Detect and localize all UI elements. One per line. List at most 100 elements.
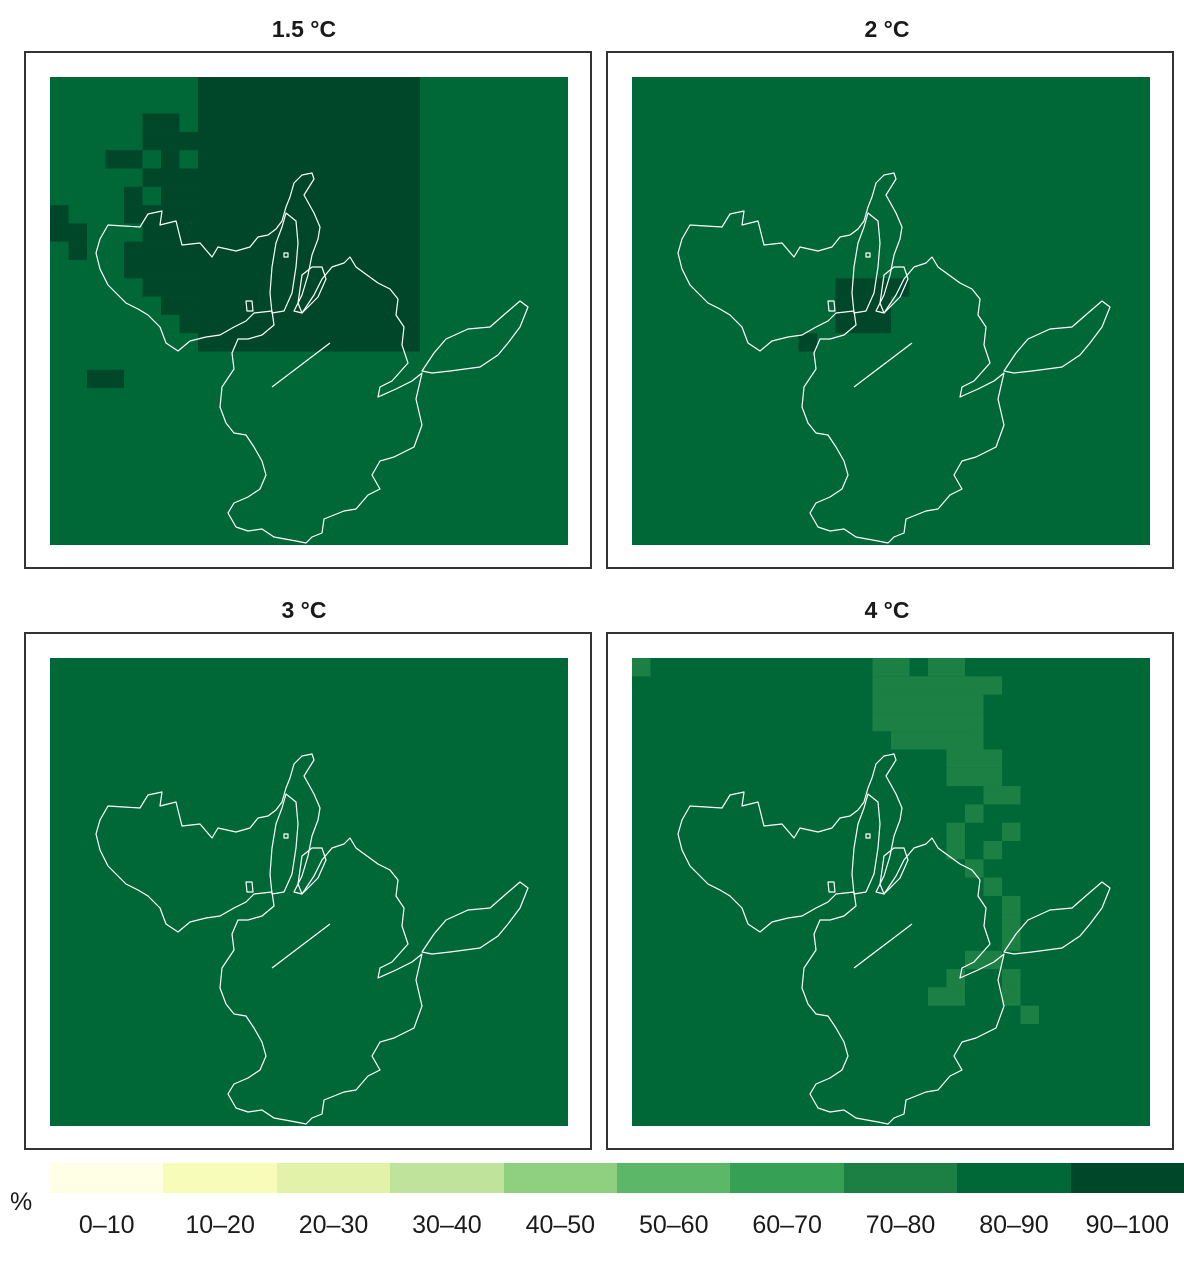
boundary-inner-outline	[879, 266, 909, 314]
boundary-east-outline	[1003, 881, 1111, 955]
map-svg	[50, 77, 568, 545]
boundary-east-outline	[1003, 300, 1111, 374]
grid-cell	[835, 278, 910, 297]
grid-cell	[124, 260, 198, 279]
boundary-outline	[677, 172, 1005, 544]
grid-cell	[983, 786, 1002, 805]
legend-swatch	[503, 1163, 618, 1193]
grid-cell	[142, 113, 180, 132]
boundary-enclave-outline	[283, 252, 289, 258]
legend-swatch	[163, 1163, 277, 1193]
grid-cell	[179, 314, 198, 334]
grid-cell	[124, 205, 180, 224]
grid-cell	[1002, 969, 1021, 988]
legend-label: 40–50	[525, 1211, 596, 1239]
boundary-enclave-outline	[245, 881, 254, 893]
grid-cell	[946, 767, 984, 787]
legend-label: 20–30	[298, 1211, 369, 1239]
boundary-inner-outline	[851, 793, 881, 895]
grid-cell	[965, 950, 1002, 970]
legend-swatch	[276, 1163, 391, 1193]
map-canvas	[632, 658, 1150, 1126]
panel-title-1: 1.5 °C	[271, 16, 337, 42]
grid-cell	[179, 205, 198, 224]
grid-cell	[142, 131, 198, 151]
boundary-division-line	[271, 342, 331, 388]
legend-label: 50–60	[638, 1211, 709, 1239]
legend-label: 10–20	[185, 1211, 255, 1239]
grid-cell	[87, 369, 106, 389]
grid-cell	[1002, 822, 1021, 841]
grid-cell	[161, 186, 198, 206]
grid-cell	[872, 676, 1002, 695]
grid-cell	[946, 749, 1002, 768]
boundary-outline	[677, 753, 1005, 1125]
legend-label: 90–100	[1085, 1211, 1170, 1239]
grid-cell	[983, 877, 1002, 896]
legend-swatch	[730, 1163, 844, 1193]
map-svg	[632, 658, 1150, 1126]
grid-cell	[965, 859, 984, 878]
legend-label: 30–40	[412, 1211, 482, 1239]
grid-cell	[105, 369, 124, 389]
grid-cell	[1002, 914, 1021, 933]
boundary-east-outline	[421, 300, 529, 374]
grid-cell	[124, 150, 143, 169]
legend-labels: 0–10 10–20 20–30 30–40 40–50 50–60 60–70 70–80 8…	[50, 1210, 1184, 1240]
grid-cell	[965, 731, 984, 750]
boundary-outline	[95, 753, 423, 1125]
grid-cell	[142, 278, 198, 297]
boundary-division-line	[271, 923, 331, 969]
grid-cell	[965, 804, 984, 823]
grid-cell	[983, 767, 1002, 787]
map-canvas	[632, 77, 1150, 545]
panel-title-2: 2 °C	[864, 16, 910, 42]
grid-cell	[928, 987, 947, 1006]
legend-swatch	[50, 1163, 164, 1193]
map-panel-2	[606, 51, 1174, 569]
legend-swatch	[617, 1163, 731, 1193]
boundary-inner-outline	[879, 847, 909, 895]
legend-swatch	[957, 1163, 1071, 1193]
boundary-enclave-outline	[283, 833, 289, 839]
grid-cell	[124, 241, 198, 260]
grid-cell	[105, 150, 124, 169]
boundary-division-line	[853, 342, 913, 388]
boundary-inner-outline	[269, 212, 299, 314]
grid-cell	[179, 168, 198, 187]
boundary-inner-outline	[269, 793, 299, 895]
boundary-inner-outline	[297, 847, 327, 895]
map-panel-3	[24, 632, 592, 1150]
grid-cell	[946, 841, 965, 860]
boundary-enclave-outline	[827, 881, 836, 893]
grid-cell	[946, 969, 965, 988]
map-canvas	[50, 658, 568, 1126]
grid-cell	[946, 987, 965, 1006]
grid-cell	[161, 296, 198, 315]
legend-swatch	[843, 1163, 958, 1193]
grid-cell	[50, 205, 69, 224]
legend-label: 60–70	[752, 1211, 822, 1239]
grid-cell	[1020, 1005, 1039, 1024]
grid-cell	[142, 168, 180, 187]
legend-unit: %	[10, 1188, 33, 1216]
panel-title-4: 4 °C	[864, 597, 910, 623]
grid-cell	[632, 658, 651, 677]
grid-cell	[50, 223, 87, 242]
grid-cell	[891, 731, 984, 750]
grid-cell	[198, 77, 420, 352]
grid-cell	[1002, 786, 1021, 805]
map-background-cell	[50, 658, 568, 1126]
grid-cell	[161, 150, 180, 169]
grid-cell	[142, 223, 198, 242]
boundary-division-line	[853, 923, 913, 969]
legend-label: 80–90	[979, 1211, 1049, 1239]
legend-color-bar	[50, 1163, 1184, 1193]
map-canvas	[50, 77, 568, 545]
panel-title-3: 3 °C	[281, 597, 327, 623]
grid-cell	[798, 333, 817, 352]
legend-swatch	[1070, 1163, 1184, 1193]
boundary-inner-outline	[297, 266, 327, 314]
map-panel-1	[24, 51, 592, 569]
boundary-inner-outline	[851, 212, 881, 314]
